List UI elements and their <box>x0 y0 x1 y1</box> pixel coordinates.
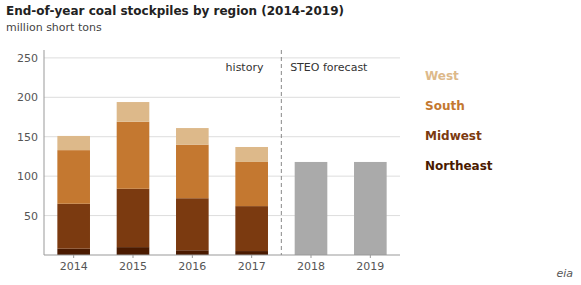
x-tick-label: 2014 <box>60 260 88 273</box>
y-axis <box>44 50 45 255</box>
legend-entry: Midwest <box>425 129 482 143</box>
bar <box>117 122 150 189</box>
y-tick-label: 200 <box>17 91 38 104</box>
divider <box>281 50 282 255</box>
annotation: history <box>226 61 264 74</box>
bar <box>117 247 150 255</box>
y-tick-label: 150 <box>17 131 38 144</box>
bar <box>57 136 90 150</box>
title: End-of-year coal stockpiles by region (2… <box>6 4 344 18</box>
grid-line <box>44 97 400 98</box>
bar <box>57 150 90 204</box>
x-tick-label: 2016 <box>178 260 206 273</box>
bar <box>354 162 387 255</box>
legend-entry: South <box>425 99 465 113</box>
bar <box>235 206 268 251</box>
bar <box>57 204 90 249</box>
x-tick <box>251 255 252 258</box>
x-tick-label: 2019 <box>356 260 384 273</box>
legend: West South Midwest Northeast <box>425 69 493 173</box>
bar <box>235 147 268 162</box>
y-tick-label: 100 <box>17 170 38 183</box>
bar <box>176 128 209 145</box>
chart: End-of-year coal stockpiles by region (2… <box>0 0 581 285</box>
legend-entry: Northeast <box>425 159 493 173</box>
y-tick-label: 50 <box>24 210 38 223</box>
annotation: STEO forecast <box>290 61 368 74</box>
grid-line <box>44 215 400 216</box>
x-tick-label: 2018 <box>297 260 325 273</box>
grid-line <box>44 176 400 177</box>
x-tick-label: 2015 <box>119 260 147 273</box>
x-tick <box>370 255 371 258</box>
grid <box>44 58 400 216</box>
bar <box>295 162 328 255</box>
bar <box>117 189 150 247</box>
logo-text: eia <box>556 267 573 280</box>
bar <box>176 145 209 199</box>
x-tick-label: 2017 <box>238 260 266 273</box>
grid-line <box>44 57 400 58</box>
bar <box>176 198 209 250</box>
bar <box>57 249 90 255</box>
bar <box>117 102 150 122</box>
y-tick-label: 250 <box>17 52 38 65</box>
subtitle: million short tons <box>6 21 102 34</box>
x-tick <box>192 255 193 258</box>
bar <box>176 250 209 255</box>
x-tick <box>133 255 134 258</box>
x-tick <box>311 255 312 258</box>
bar <box>235 251 268 255</box>
x-tick <box>73 255 74 258</box>
legend-entry: West <box>425 69 459 83</box>
bars <box>57 102 386 255</box>
bar <box>235 162 268 206</box>
x-axis <box>44 255 400 256</box>
grid-line <box>44 136 400 137</box>
